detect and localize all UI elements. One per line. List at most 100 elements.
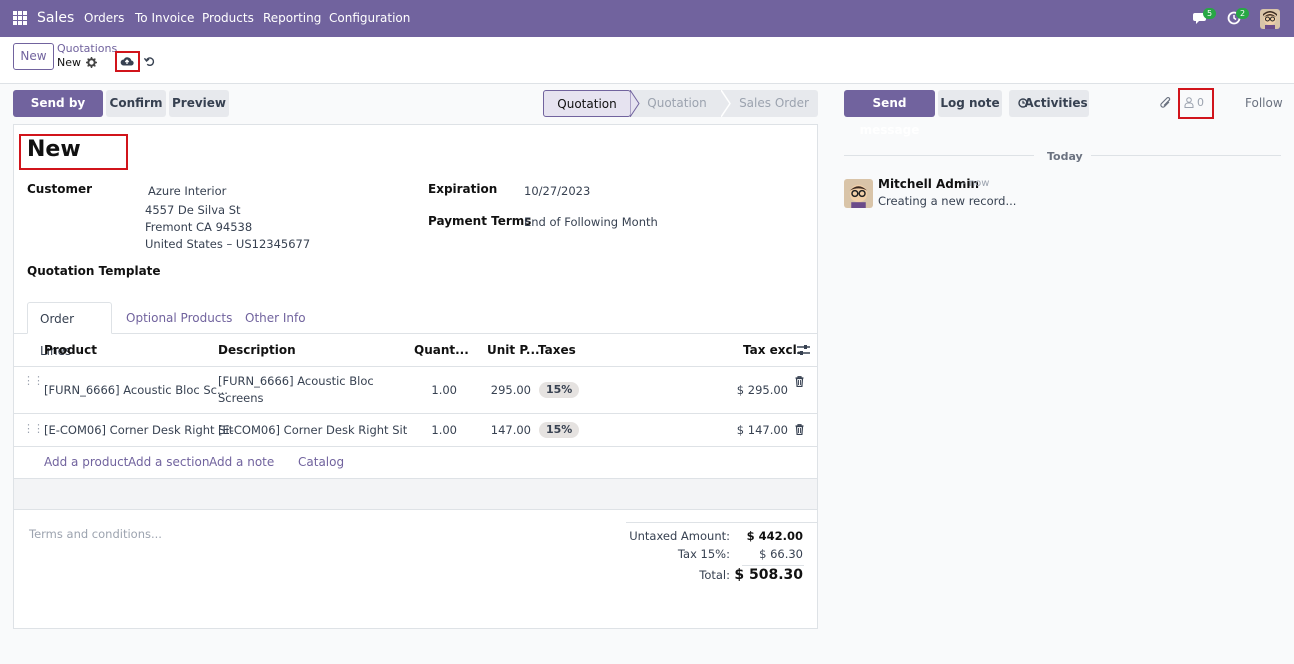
column-quantity[interactable]: Quant... <box>414 343 469 357</box>
messages-icon[interactable] <box>1193 11 1208 25</box>
customer-address-line: 4557 De Silva St <box>145 203 241 217</box>
line-description[interactable]: [E-COM06] Corner Desk Right Sit <box>218 423 408 437</box>
breadcrumb-current: New <box>57 56 81 69</box>
status-quotation[interactable]: Quotation <box>543 90 631 117</box>
line-tax-badge[interactable]: 15% <box>539 382 580 398</box>
gear-icon[interactable] <box>86 57 97 68</box>
add-note-link[interactable]: Add a note <box>209 455 275 469</box>
customer-name-field[interactable]: Azure Interior <box>148 184 227 198</box>
tab-order-lines[interactable]: Order Lines <box>27 302 112 358</box>
table-footer <box>14 479 817 509</box>
follow-button[interactable]: Follow <box>1245 96 1283 110</box>
untaxed-amount-label: Untaxed Amount: <box>629 529 730 543</box>
title-highlight-box <box>19 134 128 170</box>
line-quantity[interactable]: 1.00 <box>431 423 457 437</box>
log-note-button[interactable]: Log note <box>938 90 1002 117</box>
save-highlight-box <box>115 51 140 72</box>
date-separator: Today <box>1047 150 1083 163</box>
line-tax-badge[interactable]: 15% <box>539 422 580 438</box>
send-by-email-button[interactable]: Send by Email <box>13 90 103 137</box>
activities-label: Activities <box>1024 96 1088 110</box>
send-message-button[interactable]: Send message <box>844 90 935 137</box>
row-divider <box>14 446 817 447</box>
discard-undo-icon[interactable] <box>144 56 155 67</box>
column-description[interactable]: Description <box>218 343 296 357</box>
attachment-paperclip-icon[interactable] <box>1160 96 1172 110</box>
column-unit-price[interactable]: Unit P... <box>487 343 540 357</box>
followers-highlight-box <box>1178 88 1214 119</box>
confirm-button[interactable]: Confirm <box>106 90 166 117</box>
message-author-avatar[interactable] <box>844 179 873 208</box>
status-bar: Quotation Quotation Sent Sales Order <box>543 90 818 137</box>
app-brand[interactable]: Sales <box>37 10 75 26</box>
drag-handle-icon[interactable]: ⋮⋮ <box>23 422 44 435</box>
expiration-label: Expiration <box>428 182 498 196</box>
menu-configuration[interactable]: Configuration <box>329 11 411 25</box>
status-arrow-icon <box>630 90 640 117</box>
menu-reporting[interactable]: Reporting <box>263 11 322 25</box>
payment-terms-field[interactable]: End of Following Month <box>524 215 658 229</box>
column-product[interactable]: Product <box>44 343 97 357</box>
customer-address-line: United States – US12345677 <box>145 237 311 251</box>
user-avatar[interactable] <box>1260 9 1280 29</box>
date-divider <box>1091 155 1281 156</box>
tab-other-info[interactable]: Other Info <box>245 311 306 325</box>
optional-columns-icon[interactable] <box>797 344 810 356</box>
trash-icon[interactable] <box>795 424 804 435</box>
date-divider <box>844 155 1034 156</box>
control-panel: New Quotations New <box>0 37 1294 84</box>
preview-button[interactable]: Preview <box>169 90 229 117</box>
tabs-baseline <box>14 333 817 334</box>
line-product[interactable]: [E-COM06] Corner Desk Right Sit <box>44 423 234 437</box>
line-description[interactable]: Screens <box>218 391 264 405</box>
top-navbar: Sales Orders To Invoice Products Reporti… <box>0 0 1294 37</box>
line-description[interactable]: [FURN_6666] Acoustic Bloc <box>218 374 374 388</box>
new-record-button[interactable]: New <box>13 43 54 70</box>
status-sales-order[interactable]: Sales Order <box>739 96 809 110</box>
status-quotation-sent[interactable]: Quotation Sent <box>647 96 707 137</box>
menu-to-invoice[interactable]: To Invoice <box>135 11 195 25</box>
tab-optional-products[interactable]: Optional Products <box>126 311 233 325</box>
quotation-template-label: Quotation Template <box>27 264 161 278</box>
followers-count[interactable]: 0 <box>1197 96 1204 109</box>
menu-products[interactable]: Products <box>202 11 254 25</box>
row-divider <box>14 413 817 414</box>
tax-value: $ 66.30 <box>759 547 803 561</box>
total-label: Total: <box>699 568 730 582</box>
form-sheet <box>13 124 818 629</box>
customer-address-line: Fremont CA 94538 <box>145 220 253 234</box>
line-unit-price[interactable]: 295.00 <box>490 383 531 397</box>
total-value: $ 508.30 <box>734 567 803 583</box>
row-divider <box>14 509 817 510</box>
add-product-link[interactable]: Add a product <box>44 455 129 469</box>
record-title-input[interactable]: New <box>27 137 81 162</box>
line-subtotal: $ 295.00 <box>736 383 788 397</box>
add-section-link[interactable]: Add a section <box>128 455 210 469</box>
total-divider <box>742 565 804 566</box>
line-quantity[interactable]: 1.00 <box>431 383 457 397</box>
trash-icon[interactable] <box>795 376 804 387</box>
line-product[interactable]: [FURN_6666] Acoustic Bloc Sc... <box>44 383 228 397</box>
activities-button[interactable]: Activities <box>1009 90 1089 117</box>
totals-divider <box>626 522 817 523</box>
clock-icon <box>1018 98 1028 108</box>
row-divider <box>14 478 817 479</box>
status-arrow-icon <box>721 90 731 117</box>
followers-user-icon[interactable] <box>1184 97 1194 108</box>
line-unit-price[interactable]: 147.00 <box>490 423 531 437</box>
app-menu-icon[interactable] <box>13 11 27 25</box>
column-taxes[interactable]: Taxes <box>538 343 576 357</box>
save-cloud-icon[interactable] <box>120 55 134 67</box>
line-subtotal: $ 147.00 <box>736 423 788 437</box>
message-body: Creating a new record... <box>878 194 1017 208</box>
breadcrumb-quotations[interactable]: Quotations <box>57 42 118 55</box>
message-author[interactable]: Mitchell Admin <box>878 177 980 191</box>
messages-badge: 5 <box>1203 8 1217 19</box>
menu-orders[interactable]: Orders <box>84 11 125 25</box>
catalog-button[interactable]: Catalog <box>298 455 345 469</box>
column-tax-excluded[interactable]: Tax excl. <box>743 343 802 357</box>
drag-handle-icon[interactable]: ⋮⋮ <box>23 374 44 387</box>
expiration-date-field[interactable]: 10/27/2023 <box>524 184 591 198</box>
terms-and-conditions-field[interactable]: Terms and conditions... <box>29 527 162 541</box>
payment-terms-label: Payment Terms <box>428 214 532 228</box>
